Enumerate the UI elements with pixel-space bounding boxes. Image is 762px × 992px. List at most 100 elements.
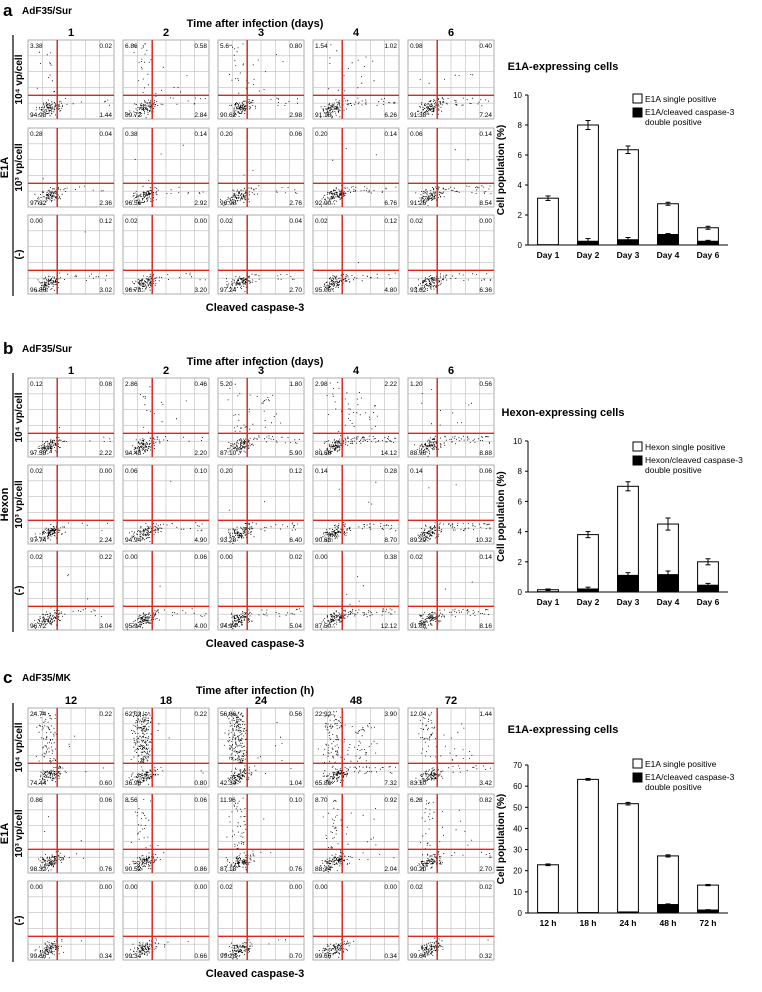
quadrant-lower-left-value: 99.64 bbox=[410, 953, 427, 960]
quadrant-lower-left-value: 93.62 bbox=[410, 287, 427, 294]
x-category-label: 72 h bbox=[699, 918, 716, 928]
scatter-events bbox=[223, 711, 292, 785]
bar-double-positive bbox=[697, 909, 719, 914]
flow-plot: 0.20 0.14 92.90 6.76 bbox=[312, 127, 400, 208]
legend-label: Hexon/cleaved caspase-3 bbox=[645, 455, 743, 465]
event-dots bbox=[414, 389, 490, 457]
bar-single-positive bbox=[577, 534, 599, 593]
quadrant-upper-left-value: 22.92 bbox=[315, 711, 332, 718]
time-label: 48 bbox=[350, 695, 362, 707]
quadrant-lower-right-value: 0.76 bbox=[289, 866, 302, 873]
flow-plot: 5.6 0.80 90.62 2.98 bbox=[217, 39, 305, 120]
quadrant-upper-left-value: 0.00 bbox=[315, 554, 328, 561]
quadrant-upper-right-value: 0.56 bbox=[479, 381, 492, 388]
flow-plot: 0.00 0.12 96.86 3.02 bbox=[27, 214, 115, 295]
quadrant-upper-left-value: 12.04 bbox=[410, 711, 427, 718]
bar-double-positive bbox=[657, 904, 679, 914]
quadrant-upper-right-value: 0.10 bbox=[289, 797, 302, 804]
quadrant-lower-right-value: 0.34 bbox=[99, 953, 112, 960]
quadrant-lower-right-value: 2.24 bbox=[99, 537, 112, 544]
flow-plot: 0.98 0.40 91.38 7.24 bbox=[407, 39, 495, 120]
quadrant-lower-right-value: 2.70 bbox=[479, 866, 492, 873]
quadrant-upper-right-value: 0.12 bbox=[289, 468, 302, 475]
y-tick-label: 20 bbox=[513, 867, 522, 876]
y-axis-title: Cell population (%) bbox=[496, 471, 507, 562]
quadrant-lower-right-value: 0.34 bbox=[384, 953, 397, 960]
y-tick-label: 6 bbox=[518, 151, 523, 160]
x-axis-title: Cleaved caspase-3 bbox=[206, 638, 304, 650]
quadrant-lower-left-value: 42.34 bbox=[220, 780, 237, 787]
x-axis-title: Cleaved caspase-3 bbox=[206, 968, 304, 980]
quadrant-upper-right-value: 0.40 bbox=[479, 43, 492, 50]
scatter-events bbox=[128, 386, 203, 455]
flow-plot: 8.70 0.92 88.34 2.04 bbox=[312, 793, 400, 874]
event-dots bbox=[128, 386, 203, 455]
quadrant-lower-right-value: 0.32 bbox=[479, 953, 492, 960]
quadrant-upper-right-value: 1.02 bbox=[384, 43, 397, 50]
quadrant-upper-left-value: 0.06 bbox=[410, 131, 423, 138]
dose-row-label: 10³ vp/cell bbox=[14, 809, 25, 858]
quadrant-lower-right-value: 5.90 bbox=[289, 450, 302, 457]
quadrant-upper-right-value: 0.56 bbox=[289, 711, 302, 718]
quadrant-lower-right-value: 2.04 bbox=[384, 866, 397, 873]
quadrant-lower-left-value: 99.66 bbox=[315, 953, 332, 960]
quadrant-lower-right-value: 8.70 bbox=[384, 537, 397, 544]
quadrant-lower-right-value: 0.76 bbox=[99, 866, 112, 873]
quadrant-upper-left-value: 0.14 bbox=[315, 468, 328, 475]
panel-letter: b bbox=[3, 339, 13, 358]
quadrant-upper-right-value: 0.06 bbox=[99, 797, 112, 804]
quadrant-lower-left-value: 92.90 bbox=[315, 200, 332, 207]
scatter-events bbox=[35, 231, 107, 292]
scatter-events bbox=[417, 484, 491, 542]
x-category-label: 24 h bbox=[619, 918, 636, 928]
dose-row-label: 10³ vp/cell bbox=[14, 143, 25, 192]
quadrant-upper-left-value: 1.20 bbox=[410, 381, 423, 388]
quadrant-upper-right-value: 0.00 bbox=[289, 884, 302, 891]
y-tick-label: 30 bbox=[513, 846, 522, 855]
quadrant-lower-left-value: 88.34 bbox=[315, 866, 332, 873]
quadrant-lower-right-value: 2.84 bbox=[194, 112, 207, 119]
quadrant-lower-left-value: 90.62 bbox=[220, 112, 237, 119]
bar-chart-1: Hexon-expressing cells Cell population (%… bbox=[496, 407, 743, 607]
quadrant-upper-left-value: 8.56 bbox=[125, 797, 138, 804]
quadrant-upper-left-value: 62.02 bbox=[125, 711, 142, 718]
quadrant-upper-right-value: 0.80 bbox=[289, 43, 302, 50]
quadrant-upper-right-value: 0.06 bbox=[479, 468, 492, 475]
quadrant-upper-right-value: 0.14 bbox=[479, 131, 492, 138]
event-dots bbox=[227, 383, 300, 455]
quadrant-upper-right-value: 0.06 bbox=[194, 797, 207, 804]
quadrant-lower-left-value: 94.48 bbox=[125, 450, 142, 457]
quadrant-upper-left-value: 0.02 bbox=[30, 554, 43, 561]
legend-label: double positive bbox=[645, 782, 702, 792]
time-label: 4 bbox=[353, 365, 360, 377]
quadrant-lower-right-value: 4.90 bbox=[194, 537, 207, 544]
quadrant-lower-left-value: 98.32 bbox=[30, 866, 47, 873]
quadrant-lower-left-value: 91.18 bbox=[315, 112, 332, 119]
legend-label: E1A single positive bbox=[645, 94, 717, 104]
scatter-events bbox=[226, 273, 295, 293]
bar-double-positive bbox=[617, 239, 639, 246]
flow-plot: 0.02 0.00 93.62 6.36 bbox=[407, 214, 495, 295]
quadrant-lower-left-value: 96.72 bbox=[30, 623, 47, 630]
scatter-events bbox=[225, 797, 272, 872]
event-dots bbox=[415, 149, 492, 207]
legend-swatch-black bbox=[632, 107, 643, 118]
y-tick-label: 0 bbox=[518, 588, 523, 597]
y-axis-title: Cell population (%) bbox=[496, 794, 507, 885]
quadrant-upper-left-value: 0.00 bbox=[30, 218, 43, 225]
flow-plot: 3.38 0.02 94.98 1.44 bbox=[27, 39, 115, 120]
x-category-label: 18 h bbox=[579, 918, 596, 928]
bar-double-positive bbox=[697, 584, 719, 593]
y-tick-label: 10 bbox=[513, 888, 522, 897]
virus-construct-label: AdF35/Sur bbox=[22, 6, 72, 17]
time-label: 18 bbox=[160, 695, 172, 707]
chart-title: E1A-expressing cells bbox=[508, 724, 619, 736]
quadrant-lower-left-value: 90.20 bbox=[410, 866, 427, 873]
dose-row-label: 10⁴ vp/cell bbox=[14, 722, 25, 772]
flow-plot: 0.00 0.00 99.34 0.66 bbox=[122, 880, 210, 961]
quadrant-lower-left-value: 87.18 bbox=[220, 866, 237, 873]
quadrant-upper-right-value: 0.00 bbox=[194, 884, 207, 891]
scatter-events bbox=[227, 383, 300, 455]
quadrant-upper-right-value: 3.90 bbox=[384, 711, 397, 718]
